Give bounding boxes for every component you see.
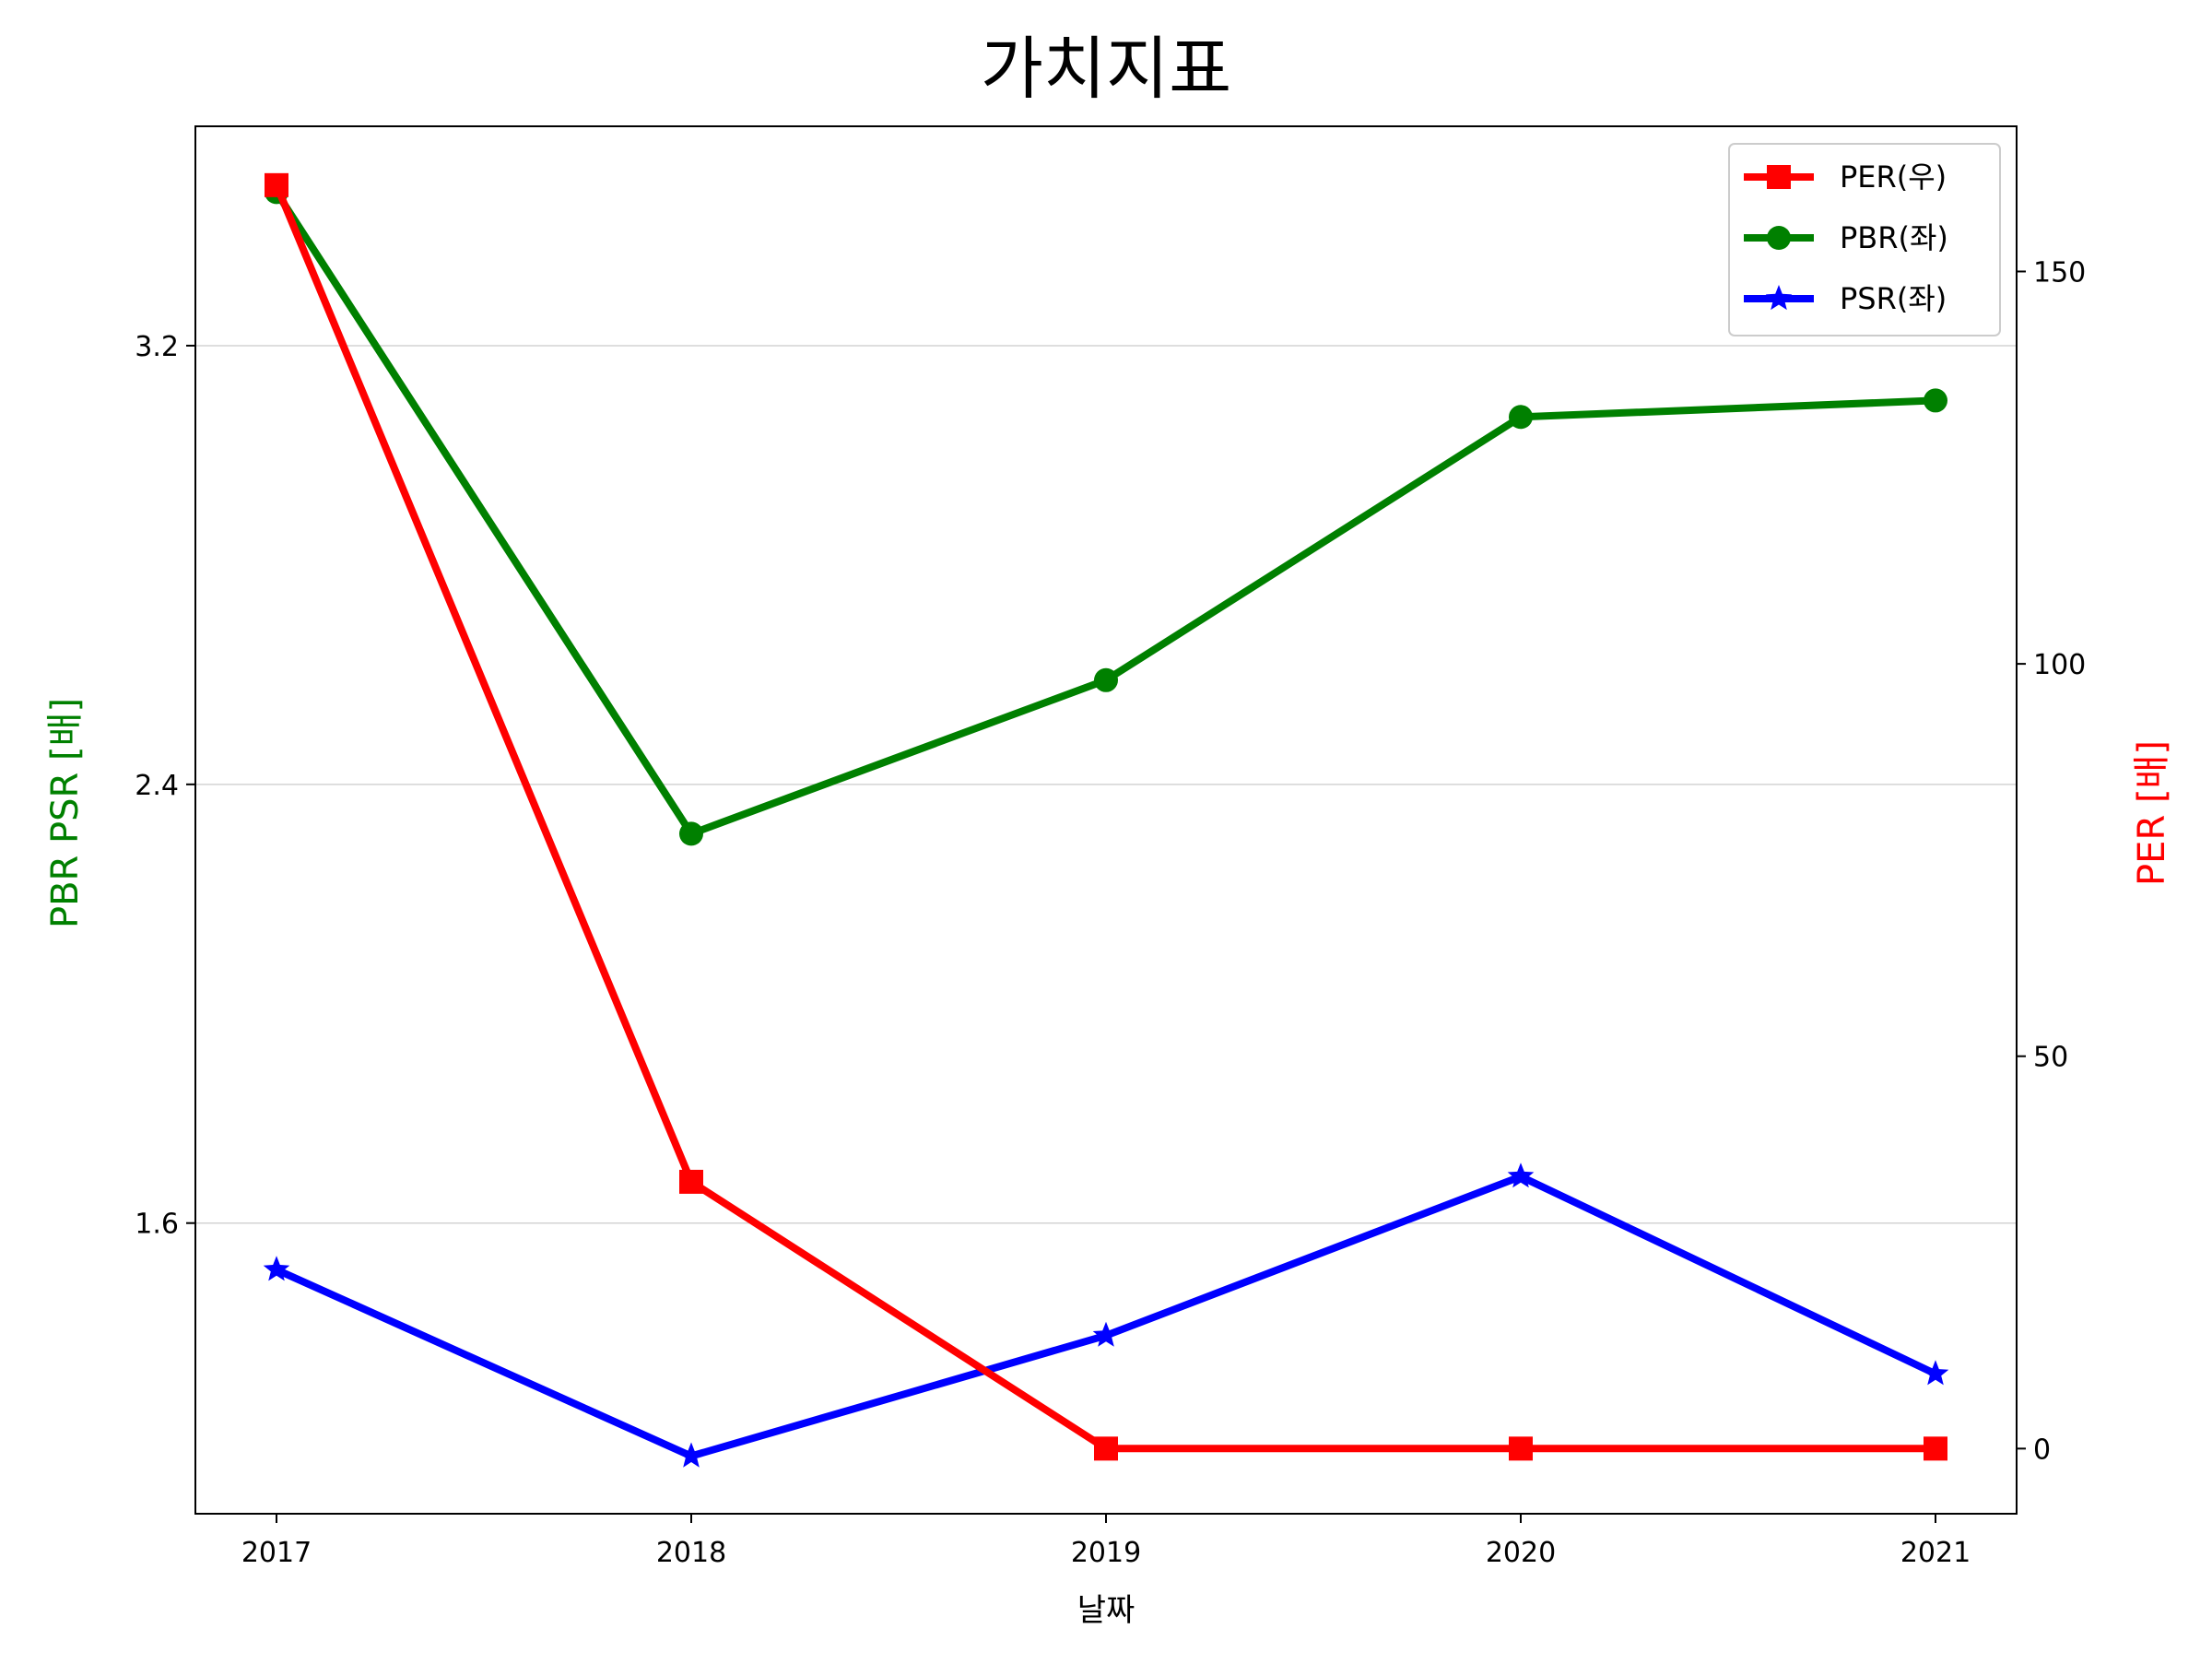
y-axis-right-label: PER [배] [2131,740,2173,886]
x-tick-label-2021: 2021 [1900,1537,1971,1569]
data-point-PSR(좌)-2018 [677,1442,705,1468]
data-point-PBR(좌)-2021 [1924,388,1947,413]
data-point-PBR(좌)-2018 [679,821,703,846]
legend-marker-PER(우) [1767,165,1791,189]
series-line-PSR(좌) [275,1173,1937,1460]
legend-label-PBR(좌): PBR(좌) [1840,220,1948,255]
y-axis-left-label: PBR PSR [배] [44,698,87,928]
series-PSR(좌) [263,1162,1949,1468]
series-layer [263,172,1949,1468]
y-left-tick-label-3.2: 3.2 [135,331,179,363]
data-point-PBR(좌)-2019 [1094,667,1118,692]
data-point-PER(우)-2021 [1924,1436,1947,1461]
x-tick-label-2018: 2018 [656,1537,726,1569]
data-point-PSR(좌)-2020 [1507,1162,1535,1188]
data-point-PER(우)-2018 [679,1169,703,1194]
y-right-tick-label-50: 50 [2033,1042,2068,1074]
grid-lines [195,345,2017,1224]
x-tick-label-2020: 2020 [1486,1537,1556,1569]
data-point-PER(우)-2020 [1509,1436,1533,1461]
data-point-PSR(좌)-2021 [1922,1360,1949,1386]
x-tick-label-2017: 2017 [241,1537,312,1569]
data-point-PBR(좌)-2020 [1509,405,1533,430]
data-point-PER(우)-2019 [1094,1436,1118,1461]
y-right-tick-label-0: 0 [2033,1434,2051,1466]
legend-box [1728,143,2001,336]
data-point-PSR(좌)-2017 [263,1256,290,1281]
series-PBR(좌) [265,180,1947,846]
y-right-tick-label-150: 150 [2033,256,2086,289]
y-left-tick-label-1.6: 1.6 [135,1209,179,1241]
legend-label-PSR(좌): PSR(좌) [1840,281,1947,316]
legend-marker-PSR(좌) [1765,285,1793,311]
x-axis-label: 날짜 [1077,1592,1135,1629]
y-left-tick-label-2.4: 2.4 [135,770,179,802]
series-line-PBR(좌) [273,190,1936,838]
data-point-PSR(좌)-2019 [1092,1321,1120,1347]
legend: PER(우) PBR(좌) PSR(좌) [1728,143,2001,336]
chart-title: 가치지표 [981,30,1231,109]
data-point-PER(우)-2017 [265,172,288,197]
axis-ticks: 2017 2018 2019 2020 2021 1.6 2.4 3.2 0 50 100 150 [135,256,2086,1569]
series-PER(우) [265,172,1947,1461]
y-right-tick-label-100: 100 [2033,649,2086,681]
legend-marker-PBR(좌) [1767,226,1791,250]
x-tick-label-2019: 2019 [1071,1537,1141,1569]
legend-label-PER(우): PER(우) [1840,159,1947,195]
